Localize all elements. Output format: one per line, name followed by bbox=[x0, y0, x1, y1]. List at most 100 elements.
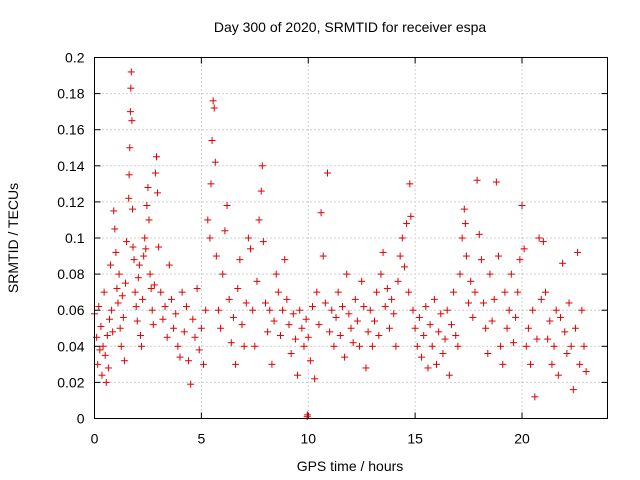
data-point bbox=[368, 342, 376, 350]
data-point bbox=[426, 321, 434, 329]
data-point bbox=[157, 288, 165, 296]
data-point bbox=[480, 299, 488, 307]
data-point bbox=[276, 331, 284, 339]
data-point bbox=[258, 162, 266, 170]
data-point bbox=[554, 371, 562, 379]
data-point bbox=[338, 303, 346, 311]
data-point bbox=[135, 261, 143, 269]
data-point bbox=[358, 277, 366, 285]
data-point bbox=[321, 299, 329, 307]
data-point bbox=[580, 342, 588, 350]
data-point bbox=[424, 364, 432, 372]
data-point bbox=[343, 270, 351, 278]
data-point bbox=[147, 285, 155, 293]
data-point bbox=[488, 317, 496, 325]
data-point bbox=[328, 306, 336, 314]
data-points bbox=[91, 68, 590, 421]
data-point bbox=[428, 342, 436, 350]
data-point bbox=[219, 270, 227, 278]
data-point bbox=[501, 288, 509, 296]
data-point bbox=[189, 315, 197, 323]
data-point bbox=[527, 360, 535, 368]
data-point bbox=[471, 288, 479, 296]
data-point bbox=[210, 104, 218, 112]
data-point bbox=[556, 313, 564, 321]
data-point bbox=[514, 288, 522, 296]
data-point bbox=[191, 333, 199, 341]
data-point bbox=[552, 306, 560, 314]
data-point bbox=[119, 313, 127, 321]
data-point bbox=[197, 324, 205, 332]
plot-frame bbox=[94, 57, 608, 419]
data-point bbox=[212, 252, 220, 260]
data-point bbox=[236, 256, 244, 264]
data-point bbox=[266, 306, 274, 314]
data-point bbox=[439, 350, 447, 358]
data-point bbox=[315, 321, 323, 329]
data-point bbox=[193, 285, 201, 293]
data-point bbox=[214, 306, 222, 314]
data-point bbox=[524, 324, 532, 332]
x-tick-label: 20 bbox=[514, 431, 530, 447]
data-point bbox=[165, 261, 173, 269]
data-point bbox=[349, 339, 357, 347]
data-point bbox=[445, 371, 453, 379]
data-point bbox=[303, 411, 311, 419]
data-point bbox=[150, 281, 158, 289]
data-point bbox=[130, 256, 138, 264]
data-point bbox=[390, 310, 398, 318]
data-point bbox=[207, 180, 215, 188]
data-point bbox=[121, 279, 129, 287]
data-point bbox=[294, 371, 302, 379]
data-point bbox=[313, 288, 321, 296]
data-point bbox=[559, 259, 567, 267]
data-point bbox=[141, 234, 149, 242]
data-point bbox=[209, 97, 217, 105]
data-point bbox=[178, 288, 186, 296]
data-point bbox=[505, 306, 513, 314]
data-point bbox=[317, 209, 325, 217]
data-point bbox=[351, 295, 359, 303]
data-point bbox=[125, 171, 133, 179]
data-point bbox=[484, 350, 492, 358]
data-point bbox=[145, 216, 153, 224]
data-point bbox=[148, 306, 156, 314]
data-point bbox=[129, 205, 137, 213]
y-tick-label: 0.18 bbox=[57, 86, 84, 102]
data-point bbox=[539, 238, 547, 246]
data-point bbox=[454, 342, 462, 350]
data-point bbox=[249, 306, 257, 314]
data-point bbox=[533, 335, 541, 343]
data-point bbox=[336, 331, 344, 339]
data-point bbox=[253, 277, 261, 285]
data-point bbox=[221, 227, 229, 235]
data-point bbox=[345, 310, 353, 318]
data-point bbox=[138, 342, 146, 350]
data-point bbox=[364, 328, 372, 336]
data-point bbox=[167, 295, 175, 303]
data-point bbox=[152, 153, 160, 161]
data-point bbox=[200, 360, 208, 368]
data-point bbox=[433, 360, 440, 368]
data-point bbox=[407, 212, 415, 220]
data-point bbox=[398, 234, 406, 242]
data-point bbox=[319, 252, 327, 260]
data-point bbox=[102, 378, 110, 386]
data-point bbox=[255, 216, 263, 224]
data-point bbox=[118, 292, 126, 300]
data-point bbox=[537, 295, 545, 303]
data-point bbox=[127, 68, 135, 76]
data-point bbox=[257, 187, 265, 195]
data-point bbox=[96, 346, 104, 354]
data-point bbox=[452, 331, 460, 339]
data-point bbox=[170, 324, 178, 332]
data-point bbox=[441, 335, 449, 343]
data-point bbox=[447, 321, 455, 329]
data-point bbox=[283, 295, 291, 303]
data-point bbox=[289, 310, 297, 318]
data-point bbox=[469, 313, 477, 321]
data-point bbox=[161, 303, 169, 311]
data-point bbox=[477, 256, 485, 264]
data-point bbox=[371, 317, 379, 325]
